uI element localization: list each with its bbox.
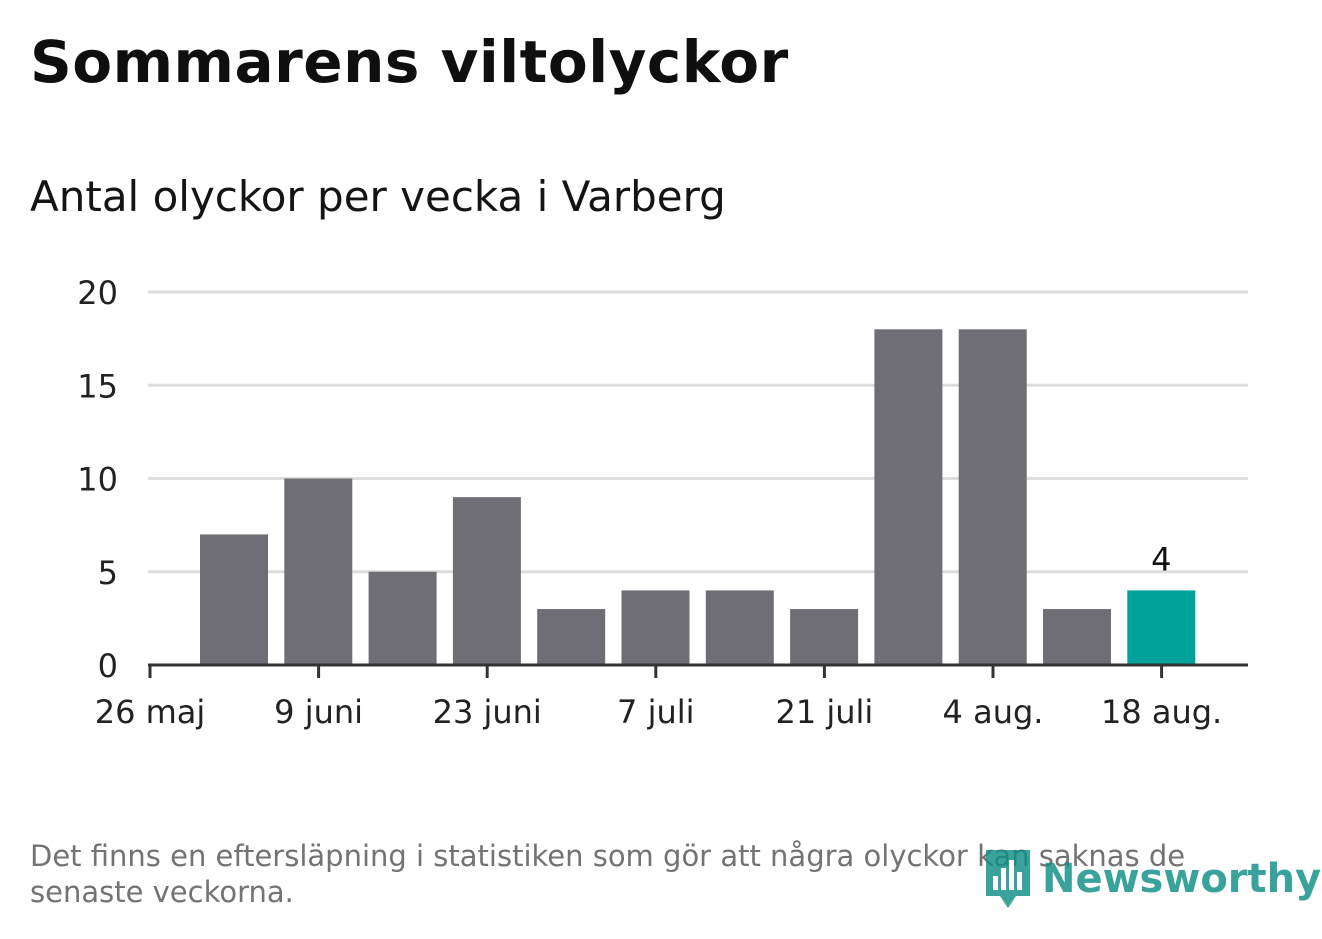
x-tick-label: 18 aug. (1101, 693, 1222, 731)
x-axis (148, 663, 1248, 678)
labels: 0 5 10 15 20 4 26 maj 9 juni 23 juni 7 juli 21 jul… (77, 274, 1222, 731)
bar (790, 609, 859, 665)
x-tick-label: 4 aug. (943, 693, 1044, 731)
bar (284, 478, 353, 665)
bar (705, 590, 774, 665)
y-tick-label: 15 (77, 367, 118, 405)
logo-text: Newsworthy (1042, 856, 1322, 902)
bar (200, 534, 268, 665)
chart-subtitle: Antal olyckor per vecka i Varberg (30, 172, 726, 221)
y-tick-label: 10 (77, 461, 118, 499)
bar (537, 609, 606, 665)
x-tick-label: 26 maj (95, 693, 206, 731)
x-tick-label: 7 juli (617, 693, 694, 731)
bars (200, 329, 1196, 665)
x-tick-label: 9 juni (274, 693, 363, 731)
bar (452, 497, 521, 665)
x-tick-label: 21 juli (775, 693, 873, 731)
chart-title: Sommarens viltolyckor (30, 28, 789, 96)
bar (621, 590, 690, 665)
bar-highlight (1127, 590, 1196, 665)
bar (1043, 609, 1111, 665)
y-tick-label: 20 (77, 274, 118, 312)
bar (368, 571, 437, 665)
bar-chart: 0 5 10 15 20 4 26 maj 9 juni 23 juni 7 juli 21 jul… (77, 274, 1248, 731)
newsworthy-logo[interactable]: Newsworthy (982, 846, 1321, 912)
bar (874, 329, 943, 665)
x-tick-label: 23 juni (433, 693, 542, 731)
data-label: 4 (1151, 540, 1171, 578)
bar (958, 329, 1027, 665)
bar-chart-speech-bubble-icon (986, 850, 1030, 908)
y-tick-label: 5 (98, 554, 118, 592)
y-tick-label: 0 (98, 647, 118, 685)
